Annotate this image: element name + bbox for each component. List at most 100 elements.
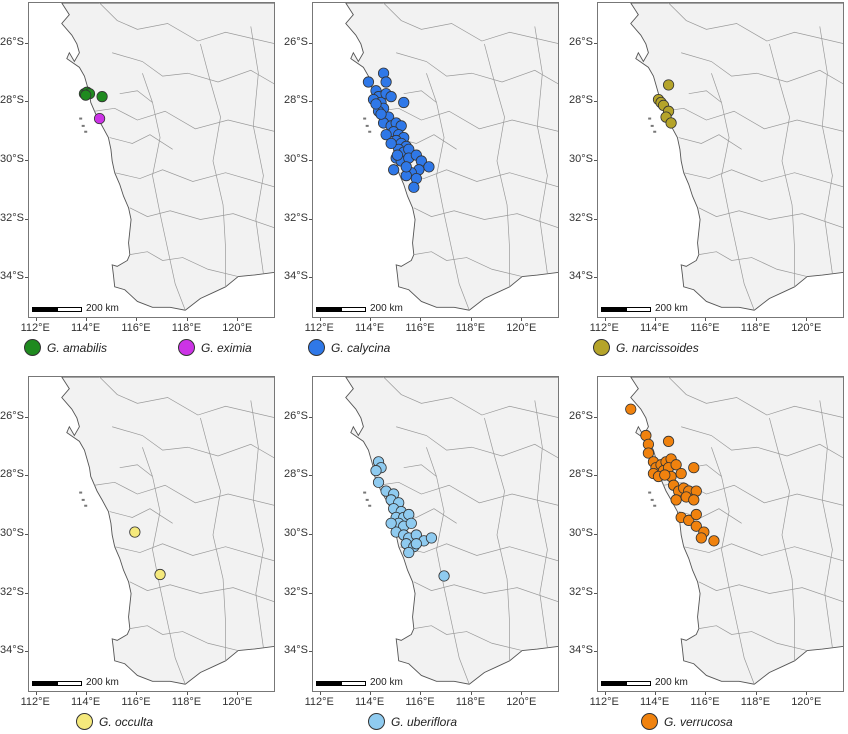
legend-swatch	[178, 339, 195, 356]
occurrence-point	[690, 520, 702, 532]
boundary-line	[129, 207, 274, 228]
island	[368, 130, 372, 133]
lat-tick	[25, 475, 28, 477]
lon-tick	[755, 692, 757, 695]
lon-tick	[654, 318, 656, 321]
lat-tick-label: 32°S	[0, 211, 24, 224]
lon-tick	[470, 692, 472, 695]
island	[363, 491, 367, 494]
lon-tick-label: 118°E	[171, 322, 202, 334]
boundary-line	[250, 400, 264, 648]
boundary-line	[534, 400, 548, 648]
scale-bar-label: 200 km	[655, 677, 688, 688]
boundary-line	[711, 73, 755, 311]
legend-swatch	[368, 713, 385, 730]
lat-tick-label: 34°S	[0, 644, 24, 657]
occurrence-point	[80, 89, 92, 101]
occurrence-point	[375, 108, 387, 120]
island	[648, 117, 652, 120]
boundary-line	[114, 543, 274, 562]
boundary-line	[112, 52, 274, 85]
lat-tick-label: 34°S	[284, 270, 308, 283]
scale-bar-white-segment	[57, 681, 82, 686]
lat-tick-label: 34°S	[0, 270, 24, 283]
occurrence-point	[370, 98, 382, 110]
map-frame	[597, 2, 844, 318]
lat-tick-label: 28°S	[569, 94, 593, 107]
lon-tick	[237, 692, 239, 695]
boundary-line	[129, 581, 274, 602]
lat-tick-label: 28°S	[0, 94, 24, 107]
boundary-line	[698, 581, 843, 602]
lat-tick-label: 26°S	[284, 35, 308, 48]
lat-tick-label: 34°S	[569, 644, 593, 657]
legend-label: G. verrucosa	[664, 714, 733, 729]
boundary-line	[398, 543, 558, 562]
legend-label: G. occulta	[99, 714, 154, 729]
lon-tick-label: 120°E	[506, 322, 537, 334]
lon-tick	[470, 318, 472, 321]
island	[368, 504, 372, 507]
lon-tick-label: 114°E	[639, 696, 670, 708]
boundary-line	[426, 73, 470, 311]
boundary-line	[250, 26, 264, 274]
lon-tick	[136, 318, 138, 321]
map-frame	[312, 376, 559, 692]
island	[84, 504, 88, 507]
boundary-line	[94, 481, 274, 506]
scale-bar-white-segment	[57, 307, 82, 312]
island	[81, 498, 85, 501]
lon-tick-label: 116°E	[405, 696, 435, 708]
lat-tick-label: 30°S	[0, 153, 24, 165]
legend-item: G. narcissoides	[593, 339, 699, 356]
lat-tick-label: 32°S	[284, 211, 308, 224]
lon-tick	[186, 318, 188, 321]
lat-tick	[594, 651, 597, 653]
occurrence-point	[425, 532, 438, 544]
lon-tick-label: 118°E	[455, 322, 486, 334]
lon-tick	[186, 692, 188, 695]
lat-tick	[309, 475, 312, 477]
lon-tick-label: 114°E	[639, 322, 670, 334]
boundary-line	[200, 43, 226, 287]
boundary-line	[426, 447, 470, 685]
boundary-line	[698, 251, 808, 277]
scale-bar-label: 200 km	[370, 677, 403, 688]
boundary-line	[378, 481, 558, 506]
occurrence-point	[695, 532, 707, 544]
legend-swatch	[641, 713, 658, 730]
lon-tick	[806, 318, 808, 321]
lon-tick	[521, 692, 523, 695]
lat-tick-label: 32°S	[0, 585, 24, 598]
boundary-line	[383, 377, 558, 418]
island	[365, 124, 369, 127]
legend-label: G. calycina	[331, 340, 391, 355]
lat-tick-label: 30°S	[0, 527, 24, 539]
boundary-line	[819, 400, 833, 648]
boundary-line	[109, 508, 173, 524]
boundary-line	[99, 3, 274, 44]
occurrence-point	[385, 517, 397, 529]
map-canvas	[61, 3, 274, 311]
occurrence-point	[380, 76, 392, 88]
boundary-line	[484, 43, 510, 287]
occurrence-point	[708, 535, 720, 547]
occurrence-point	[675, 467, 687, 480]
map-frame	[28, 376, 275, 692]
lon-tick-label: 120°E	[506, 696, 537, 708]
lon-tick	[237, 318, 239, 321]
boundary-line	[413, 251, 523, 277]
scale-bar-white-segment	[626, 681, 651, 686]
boundary-line	[129, 625, 239, 651]
lat-tick	[25, 101, 28, 103]
boundary-line	[383, 3, 558, 44]
boundary-line	[819, 26, 833, 274]
boundary-line	[534, 26, 548, 274]
boundary-line	[668, 3, 843, 44]
map-canvas	[625, 377, 843, 685]
lon-tick	[420, 318, 422, 321]
lon-tick	[705, 318, 707, 321]
lon-tick	[705, 692, 707, 695]
lat-tick-label: 30°S	[569, 153, 593, 165]
boundary-line	[396, 52, 558, 85]
